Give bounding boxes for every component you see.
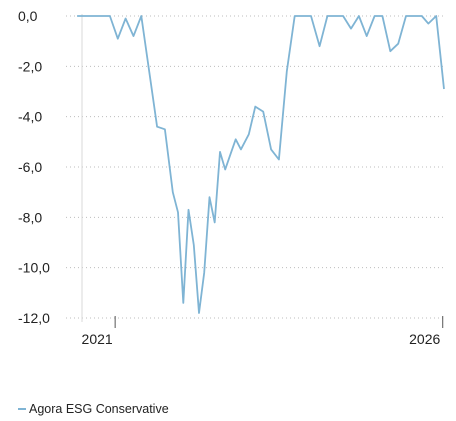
x-tick-label: 2026	[409, 331, 440, 347]
series-lines	[77, 15, 445, 314]
series-line	[77, 15, 445, 314]
y-tick-label: 0,0	[18, 8, 38, 24]
x-tick-label: 2021	[82, 331, 113, 347]
x-axis: 2021 2026	[81, 14, 444, 347]
y-tick-label: -8,0	[18, 209, 42, 225]
legend: Agora ESG Conservative	[18, 402, 169, 416]
legend-swatch	[18, 408, 26, 410]
legend-label: Agora ESG Conservative	[29, 402, 169, 416]
y-gridlines	[66, 15, 446, 319]
y-tick-labels: 0,0 -2,0 -4,0 -6,0 -8,0 -10,0 -12,0	[18, 8, 50, 326]
y-tick-label: -6,0	[18, 159, 42, 175]
y-tick-label: -10,0	[18, 260, 50, 276]
y-tick-label: -12,0	[18, 310, 50, 326]
y-tick-label: -2,0	[18, 58, 42, 74]
y-tick-label: -4,0	[18, 109, 42, 125]
